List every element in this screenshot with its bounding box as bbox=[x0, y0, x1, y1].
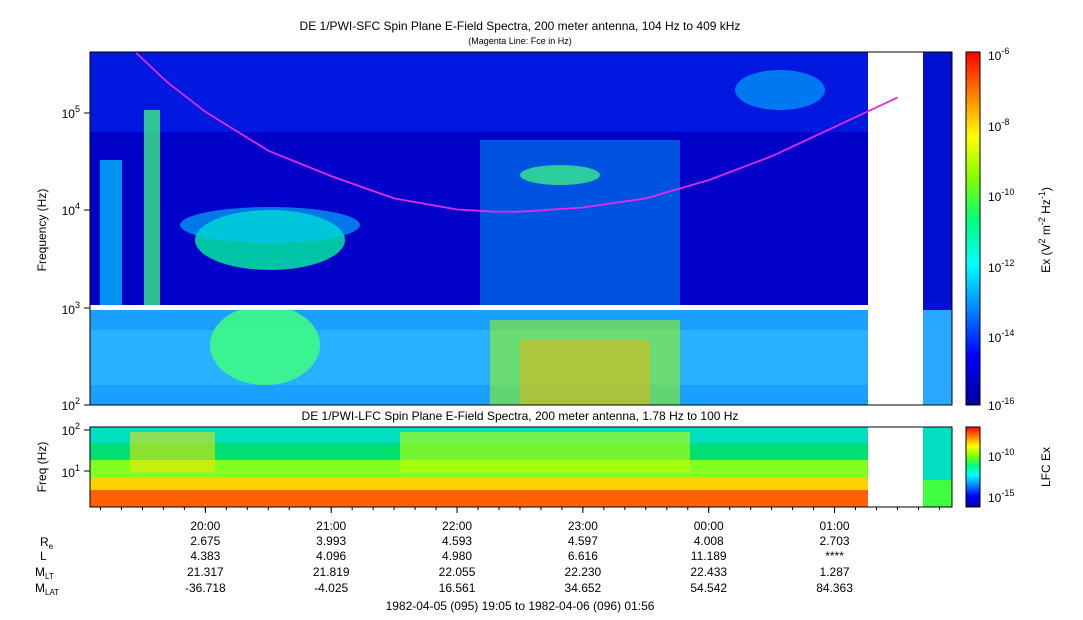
svg-text:10-10: 10-10 bbox=[988, 447, 1014, 464]
emission-burst-3 bbox=[480, 140, 680, 310]
ephemeris-time-value: 20:00 bbox=[190, 519, 220, 533]
lfc-spectrogram bbox=[90, 427, 952, 507]
sfc-y-tick-label: 103 bbox=[62, 300, 80, 317]
time-range: 1982-04-05 (095) 19:05 to 1982-04-06 (09… bbox=[386, 599, 655, 613]
emission-burst-5 bbox=[520, 340, 650, 405]
fce-line bbox=[135, 52, 898, 213]
label-mlt: MLT bbox=[35, 565, 54, 581]
sfc-subtitle: (Magenta Line: Fce in Hz) bbox=[468, 36, 572, 46]
lfc-y-label: Freq (Hz) bbox=[35, 442, 49, 493]
ephemeris-labels: Re L MLT MLAT bbox=[35, 535, 59, 597]
emission-hiss-2 bbox=[180, 207, 360, 243]
ephemeris-l-value: 11.189 bbox=[691, 549, 727, 563]
ephemeris-re-value: 2.675 bbox=[190, 534, 220, 548]
sfc-right-segment-low bbox=[923, 310, 952, 405]
ephemeris-mlat-value: -36.718 bbox=[185, 581, 226, 595]
label-l: L bbox=[40, 549, 47, 563]
lfc-colorbar-label: LFC Ex bbox=[1039, 447, 1053, 487]
svg-text:10-16: 10-16 bbox=[988, 396, 1014, 413]
sfc-y-axis: 105 104 103 102 bbox=[62, 104, 90, 413]
sfc-colorbar: 10-6 10-8 10-10 10-12 10-14 10-16 bbox=[965, 46, 1014, 413]
ephemeris-mlt-value: 1.287 bbox=[820, 565, 850, 579]
emission-upper bbox=[735, 70, 825, 110]
sfc-colorbar-gradient bbox=[965, 51, 981, 406]
sfc-y-tick-label: 102 bbox=[62, 396, 80, 413]
ephemeris-mlt-value: 22.433 bbox=[690, 565, 727, 579]
ephemeris-re-value: 2.703 bbox=[820, 534, 850, 548]
svg-text:10-15: 10-15 bbox=[988, 488, 1014, 505]
emission-burst-2 bbox=[144, 110, 160, 310]
sfc-data-gap bbox=[868, 52, 923, 405]
emission-akr bbox=[520, 165, 600, 185]
svg-text:10-8: 10-8 bbox=[988, 117, 1009, 134]
svg-text:10-14: 10-14 bbox=[988, 328, 1014, 345]
lfc-y-axis: 102 101 bbox=[62, 421, 90, 480]
svg-text:10-10: 10-10 bbox=[988, 187, 1014, 204]
ephemeris-mlat-value: 54.542 bbox=[690, 581, 727, 595]
ephemeris-re-value: 3.993 bbox=[316, 534, 346, 548]
ephemeris-mlt-value: 21.819 bbox=[313, 565, 350, 579]
ephemeris-mlat-value: 84.363 bbox=[816, 581, 853, 595]
sfc-colorbar-label: Ex (V2 m-2 Hz-1) bbox=[1037, 187, 1053, 273]
ephemeris-l-value: 4.980 bbox=[442, 549, 472, 563]
ephemeris-mlt-value: 21.317 bbox=[187, 565, 224, 579]
ephemeris-time-value: 01:00 bbox=[820, 519, 850, 533]
svg-text:10-12: 10-12 bbox=[988, 258, 1014, 275]
ephemeris-l-value: **** bbox=[825, 549, 844, 563]
label-mlat: MLAT bbox=[35, 581, 59, 597]
emission-burst-4 bbox=[490, 320, 680, 405]
sfc-y-label: Frequency (Hz) bbox=[35, 189, 49, 272]
lfc-data-gap bbox=[868, 427, 923, 507]
lfc-title: DE 1/PWI-LFC Spin Plane E-Field Spectra,… bbox=[302, 409, 739, 423]
ephemeris-mlat-value: -4.025 bbox=[314, 581, 348, 595]
emission-burst-1 bbox=[100, 160, 122, 305]
lfc-frame bbox=[89, 426, 953, 508]
sfc-title: DE 1/PWI-SFC Spin Plane E-Field Spectra,… bbox=[300, 19, 741, 33]
emission-hiss-3 bbox=[210, 305, 320, 385]
ephemeris-time-value: 23:00 bbox=[568, 519, 598, 533]
lfc-colorbar: 10-10 10-15 bbox=[965, 426, 1014, 508]
ephemeris-mlat-value: 34.652 bbox=[565, 581, 602, 595]
svg-text:101: 101 bbox=[62, 463, 80, 480]
sfc-lower-band-core bbox=[90, 330, 868, 385]
ephemeris-re-value: 4.008 bbox=[694, 534, 724, 548]
ephemeris-re-value: 4.597 bbox=[568, 534, 598, 548]
ephemeris-time-value: 00:00 bbox=[694, 519, 724, 533]
ephemeris-mlat-value: 16.561 bbox=[439, 581, 476, 595]
ephemeris-l-value: 4.383 bbox=[190, 549, 220, 563]
ephemeris-time-value: 22:00 bbox=[442, 519, 472, 533]
ephemeris-columns: 20:002.6754.38321.317-36.71821:003.9934.… bbox=[185, 519, 853, 595]
sfc-y-tick-label: 105 bbox=[62, 104, 80, 121]
ephemeris-mlt-value: 22.055 bbox=[439, 565, 476, 579]
sfc-frame bbox=[89, 51, 953, 406]
svg-text:102: 102 bbox=[62, 421, 80, 438]
ephemeris-l-value: 4.096 bbox=[316, 549, 346, 563]
sfc-y-tick-label: 104 bbox=[62, 201, 80, 218]
ephemeris-mlt-value: 22.230 bbox=[565, 565, 602, 579]
x-axis-ticks bbox=[99, 507, 940, 513]
ephemeris-re-value: 4.593 bbox=[442, 534, 472, 548]
ephemeris-l-value: 6.616 bbox=[568, 549, 598, 563]
svg-text:10-6: 10-6 bbox=[988, 46, 1009, 63]
sfc-spectrogram bbox=[90, 52, 952, 405]
sfc-band-gap bbox=[90, 305, 868, 310]
ephemeris-time-value: 21:00 bbox=[316, 519, 346, 533]
